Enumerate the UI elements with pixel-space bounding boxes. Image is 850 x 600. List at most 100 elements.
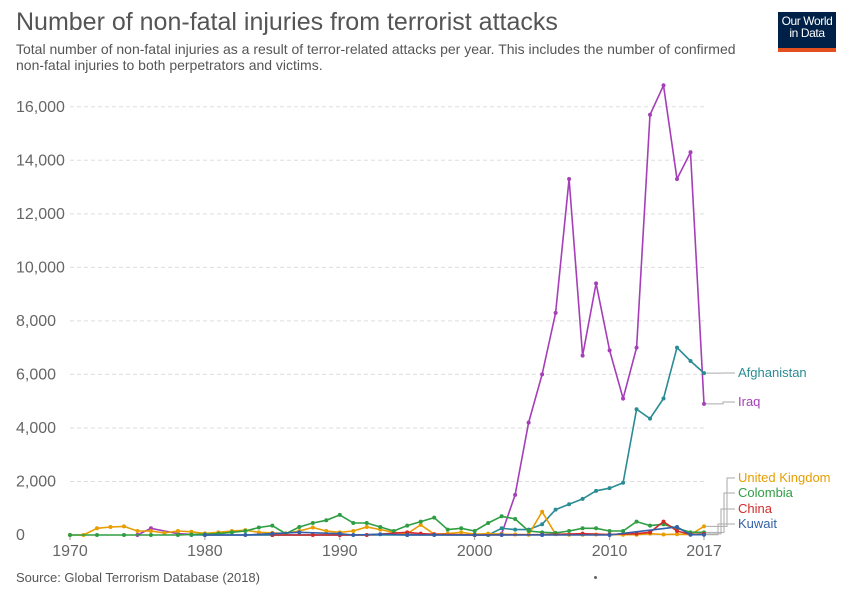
series-line-colombia: [70, 514, 704, 536]
y-tick-label: 12,000: [16, 206, 65, 223]
data-point: [162, 530, 167, 535]
data-point: [391, 528, 396, 533]
data-point: [189, 532, 194, 537]
data-point: [256, 525, 261, 530]
data-point: [68, 533, 72, 537]
data-point: [540, 372, 545, 377]
data-point: [324, 518, 329, 523]
leader-united-kingdom: [706, 477, 735, 527]
data-point: [607, 528, 612, 533]
data-point: [121, 533, 126, 537]
series-kuwait: [202, 524, 706, 537]
data-point: [499, 533, 504, 537]
footer-dot: [594, 576, 597, 579]
series-line-afghanistan: [191, 346, 705, 536]
data-point: [364, 520, 369, 525]
y-tick-label: 0: [16, 527, 25, 544]
data-point: [648, 523, 653, 528]
series-line-iraq: [137, 82, 705, 536]
data-point: [675, 532, 680, 537]
data-point: [607, 348, 612, 353]
data-point: [594, 526, 599, 531]
data-point: [594, 281, 599, 286]
data-point: [580, 496, 585, 501]
data-point: [661, 83, 666, 88]
logo-line-1: Our World: [781, 14, 833, 28]
data-point: [540, 533, 545, 537]
data-point: [472, 528, 477, 533]
data-point: [607, 486, 612, 491]
data-point: [364, 524, 369, 529]
series-labels: Afghanistan Iraq United KingdomColombiaChi…: [738, 365, 831, 531]
x-axis: 1970 1980 1990 2000 2010 2017: [52, 535, 722, 560]
data-point: [580, 526, 585, 531]
x-tick-label: 1970: [52, 543, 88, 560]
data-point: [675, 528, 680, 533]
data-point: [634, 345, 639, 350]
logo-line-2: in Data: [789, 26, 825, 40]
data-point: [688, 359, 693, 364]
source-note: Source: Global Terrorism Database (2018): [16, 570, 260, 585]
data-point: [540, 522, 545, 527]
data-point: [634, 519, 639, 524]
x-tick-label: 2000: [457, 543, 493, 560]
leader-kuwait: [706, 523, 735, 536]
data-point: [351, 528, 356, 533]
data-point: [580, 353, 585, 358]
data-point: [634, 407, 639, 412]
data-point: [297, 524, 302, 529]
data-point: [553, 507, 558, 512]
data-point: [310, 533, 315, 537]
label-united-kingdom: United Kingdom: [738, 470, 831, 485]
label-iraq: Iraq: [738, 394, 760, 409]
label-afghanistan: Afghanistan: [738, 365, 807, 380]
label-colombia: Colombia: [738, 485, 794, 500]
leader-colombia: [706, 492, 735, 533]
data-point: [297, 530, 302, 535]
data-point: [661, 532, 666, 537]
data-point: [553, 310, 558, 315]
chart-title: Number of non-fatal injuries from terror…: [16, 8, 558, 36]
data-point: [621, 396, 626, 401]
data-point: [121, 524, 126, 529]
data-point: [94, 533, 99, 537]
y-tick-label: 6,000: [16, 366, 56, 383]
data-point: [499, 514, 504, 519]
data-point: [337, 512, 342, 517]
data-point: [648, 530, 653, 535]
y-tick-label: 4,000: [16, 420, 56, 437]
data-point: [688, 532, 693, 537]
data-point: [243, 528, 248, 533]
label-china: China: [738, 501, 773, 516]
chart-subtitle: Total number of non-fatal injuries as a …: [16, 41, 736, 73]
y-tick-label: 14,000: [16, 152, 65, 169]
data-point: [351, 533, 356, 537]
data-point: [621, 480, 626, 485]
data-point: [486, 520, 491, 525]
x-tick-label: 2010: [592, 543, 628, 560]
data-point: [648, 416, 653, 421]
data-point: [94, 526, 99, 531]
data-point: [243, 533, 248, 537]
y-tick-label: 2,000: [16, 473, 56, 490]
data-point: [702, 524, 706, 529]
data-point: [270, 531, 275, 536]
leader-china: [706, 508, 735, 535]
data-point: [310, 525, 315, 530]
data-point: [472, 533, 477, 537]
data-point: [702, 532, 706, 537]
x-tick-label: 1980: [187, 543, 223, 560]
data-point: [459, 526, 464, 531]
data-point: [594, 488, 599, 493]
data-point: [405, 533, 410, 537]
data-point: [229, 530, 234, 535]
owid-logo[interactable]: Our World in Data: [778, 12, 836, 52]
series-line-kuwait: [204, 526, 704, 536]
data-point: [432, 533, 437, 537]
data-point: [648, 112, 653, 117]
data-point: [459, 530, 464, 535]
data-point: [351, 520, 356, 525]
data-point: [108, 524, 113, 529]
data-point: [621, 528, 626, 533]
